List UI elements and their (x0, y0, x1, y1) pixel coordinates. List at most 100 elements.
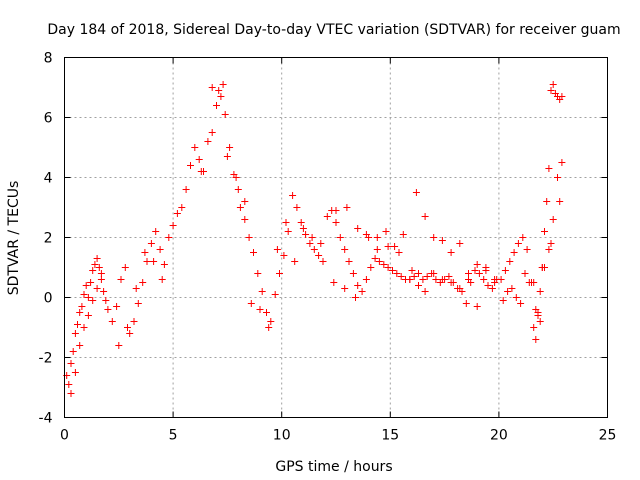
data-point (223, 153, 231, 160)
data-point (384, 264, 392, 271)
data-point (297, 219, 305, 226)
data-point (91, 261, 99, 268)
data-point (158, 276, 166, 283)
data-point (541, 228, 548, 235)
data-point (273, 246, 281, 253)
data-point (484, 282, 492, 289)
x-tick-label: 15 (381, 428, 399, 444)
data-point (124, 324, 131, 331)
data-point (80, 291, 88, 298)
data-point (447, 279, 455, 286)
data-point (373, 234, 381, 241)
data-point (421, 288, 429, 295)
data-point (545, 246, 553, 253)
data-point (510, 249, 518, 256)
x-tick-label: 5 (169, 428, 178, 444)
data-point (195, 156, 203, 163)
data-point (375, 258, 383, 265)
data-point (289, 192, 297, 199)
data-point (284, 228, 292, 235)
data-point (258, 288, 266, 295)
data-point (415, 282, 422, 289)
data-point (365, 234, 373, 241)
y-tick-label: -2 (39, 351, 53, 367)
data-point (517, 300, 525, 307)
data-point (480, 276, 488, 283)
data-point (332, 207, 340, 214)
data-point (87, 279, 95, 286)
data-point (549, 216, 557, 223)
data-point (462, 300, 470, 307)
data-point (117, 276, 125, 283)
data-point (382, 228, 390, 235)
data-point (438, 237, 446, 244)
data-point (267, 318, 275, 325)
axis-ticks: 0 5 10 15 20 25 -4 -2 0 2 4 6 8 (39, 51, 617, 444)
data-point (389, 267, 396, 274)
data-point (115, 342, 123, 349)
data-point (456, 285, 464, 292)
data-point (536, 318, 544, 325)
data-point (380, 261, 388, 268)
data-point (399, 231, 407, 238)
data-point (97, 270, 105, 277)
gridlines (64, 57, 608, 418)
data-point (152, 228, 160, 235)
data-point (150, 258, 158, 265)
data-point (71, 330, 79, 337)
data-point (384, 243, 392, 250)
data-point (310, 246, 318, 253)
data-point (547, 87, 555, 94)
data-point (93, 285, 101, 292)
data-point (78, 303, 86, 310)
data-point (208, 129, 216, 136)
data-point (508, 285, 516, 292)
data-point (178, 204, 186, 211)
data-point (80, 324, 88, 331)
data-point (371, 255, 379, 262)
data-point (432, 276, 440, 283)
data-point (514, 240, 522, 247)
data-point (263, 309, 270, 316)
data-point (219, 81, 227, 88)
data-point (182, 186, 190, 193)
data-point (558, 159, 566, 166)
data-point (473, 303, 481, 310)
data-point (545, 165, 553, 172)
y-tick-label: 4 (44, 171, 53, 187)
data-point (501, 267, 509, 274)
data-point (67, 360, 75, 367)
data-point (512, 294, 520, 301)
data-point (254, 270, 262, 277)
data-point (221, 111, 229, 118)
data-point (349, 270, 357, 277)
y-tick-label: 8 (44, 51, 53, 67)
data-point (506, 258, 514, 265)
y-tick-label: 0 (44, 291, 53, 307)
data-point (412, 189, 420, 196)
data-point (169, 222, 177, 229)
x-tick-label: 10 (273, 428, 291, 444)
data-point (215, 87, 223, 94)
data-point (139, 279, 147, 286)
data-point (232, 174, 240, 181)
data-point (71, 369, 79, 376)
data-point (430, 234, 438, 241)
data-point (438, 276, 446, 283)
data-point (247, 300, 255, 307)
data-point (156, 246, 164, 253)
data-point (236, 204, 244, 211)
data-point (323, 213, 331, 220)
plot-frame (64, 57, 608, 418)
data-point (410, 273, 418, 280)
data-point (132, 285, 140, 292)
data-point (406, 276, 414, 283)
data-point (554, 174, 561, 181)
data-point (147, 240, 155, 247)
data-point (187, 162, 194, 169)
data-point (465, 276, 472, 283)
data-point (373, 246, 381, 253)
data-point (89, 297, 97, 304)
data-points (63, 81, 566, 397)
